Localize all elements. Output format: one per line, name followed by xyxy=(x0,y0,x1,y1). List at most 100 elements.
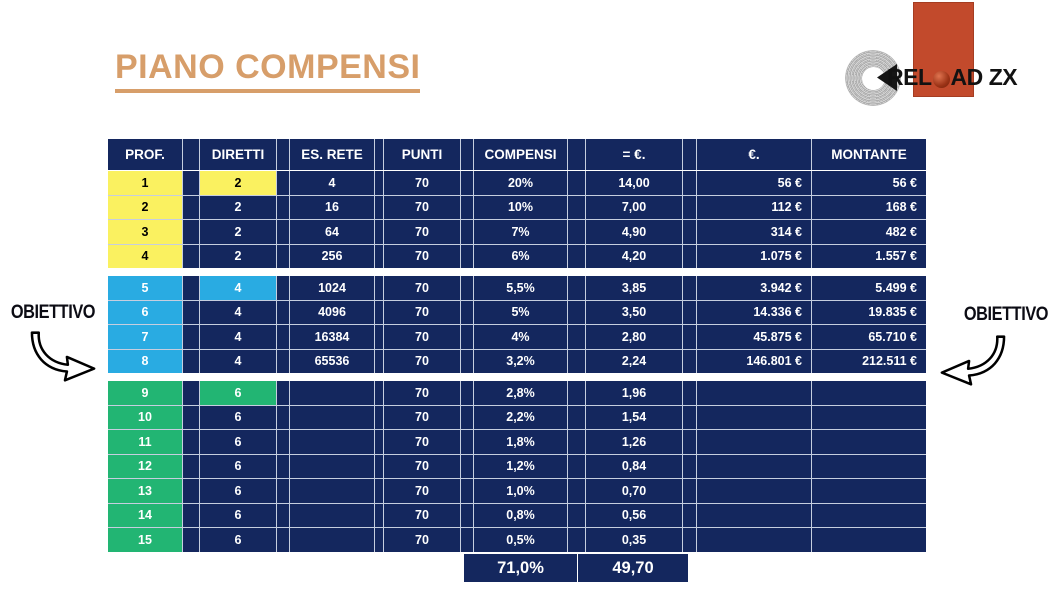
cell-prof: 14 xyxy=(108,503,182,527)
cell-euro xyxy=(697,405,811,429)
spacer-cell xyxy=(375,430,383,454)
cell-compensi: 7% xyxy=(474,220,567,244)
cell-euro xyxy=(697,528,811,552)
spacer-cell xyxy=(568,405,585,429)
cell-euro: 3.942 € xyxy=(697,276,811,300)
spacer-cell xyxy=(183,503,199,527)
cell-prof: 7 xyxy=(108,325,182,349)
spacer-cell xyxy=(375,381,383,405)
spacer-cell xyxy=(568,349,585,373)
spacer-cell xyxy=(183,528,199,552)
logo-wordmark: REL AD ZX xyxy=(887,63,1018,92)
total-eq-euro: 49,70 xyxy=(578,554,688,582)
spacer-cell xyxy=(277,349,289,373)
cell-diretti: 4 xyxy=(200,349,276,373)
cell-diretti: 6 xyxy=(200,479,276,503)
cell-euro: 112 € xyxy=(697,195,811,219)
spacer-cell xyxy=(461,503,473,527)
cell-compensi: 0,8% xyxy=(474,503,567,527)
spacer-cell xyxy=(183,300,199,324)
spacer-cell xyxy=(461,139,473,170)
obiettivo-label-left: OBIETTIVO xyxy=(10,302,96,323)
cell-diretti: 2 xyxy=(200,171,276,195)
spacer-cell xyxy=(461,430,473,454)
cell-prof: 3 xyxy=(108,220,182,244)
cell-prof: 11 xyxy=(108,430,182,454)
spacer-cell xyxy=(183,244,199,268)
cell-prof: 8 xyxy=(108,349,182,373)
cell-eq-euro: 3,50 xyxy=(586,300,682,324)
cell-es-rete: 4 xyxy=(290,171,374,195)
cell-euro xyxy=(697,503,811,527)
header-compensi: COMPENSI xyxy=(474,139,567,170)
cell-euro: 314 € xyxy=(697,220,811,244)
cell-punti: 70 xyxy=(384,479,460,503)
spacer-cell xyxy=(277,139,289,170)
cell-montante xyxy=(812,454,926,478)
cell-punti: 70 xyxy=(384,528,460,552)
spacer-cell xyxy=(277,430,289,454)
cell-compensi: 5,5% xyxy=(474,276,567,300)
spacer-cell xyxy=(375,220,383,244)
spacer-cell xyxy=(375,349,383,373)
cell-es-rete xyxy=(290,528,374,552)
cell-compensi: 5% xyxy=(474,300,567,324)
spacer-cell xyxy=(461,325,473,349)
spacer-cell xyxy=(461,195,473,219)
cell-es-rete xyxy=(290,430,374,454)
spacer-cell xyxy=(277,479,289,503)
cell-compensi: 1,8% xyxy=(474,430,567,454)
spacer-cell xyxy=(183,381,199,405)
cell-euro xyxy=(697,430,811,454)
logo-ring-hole xyxy=(861,66,885,90)
cell-diretti: 6 xyxy=(200,454,276,478)
spacer-cell xyxy=(683,479,696,503)
spacer-cell xyxy=(461,276,473,300)
cell-montante: 56 € xyxy=(812,171,926,195)
spacer-cell xyxy=(568,220,585,244)
spacer-cell xyxy=(375,479,383,503)
cell-punti: 70 xyxy=(384,220,460,244)
cell-prof: 2 xyxy=(108,195,182,219)
spacer-cell xyxy=(375,139,383,170)
spacer-cell xyxy=(277,276,289,300)
curved-arrow-right-icon xyxy=(30,331,96,382)
spacer-cell xyxy=(277,300,289,324)
spacer-cell xyxy=(461,349,473,373)
spacer-cell xyxy=(277,325,289,349)
cell-eq-euro: 0,56 xyxy=(586,503,682,527)
header-es-rete: ES. RETE xyxy=(290,139,374,170)
cell-eq-euro: 0,84 xyxy=(586,454,682,478)
spacer-cell xyxy=(183,325,199,349)
cell-montante: 212.511 € xyxy=(812,349,926,373)
spacer-cell xyxy=(568,300,585,324)
spacer-cell xyxy=(375,244,383,268)
cell-diretti: 4 xyxy=(200,300,276,324)
spacer-cell xyxy=(568,528,585,552)
cell-es-rete xyxy=(290,381,374,405)
spacer-cell xyxy=(568,171,585,195)
header-euro: €. xyxy=(697,139,811,170)
spacer-cell xyxy=(183,139,199,170)
table-header-row: PROF. DIRETTI ES. RETE PUNTI COMPENSI = … xyxy=(108,139,926,170)
spacer-cell xyxy=(375,503,383,527)
spacer-cell xyxy=(461,381,473,405)
spacer-cell xyxy=(568,139,585,170)
header-eq-euro: = €. xyxy=(586,139,682,170)
spacer-cell xyxy=(375,325,383,349)
spacer-cell xyxy=(683,300,696,324)
cell-punti: 70 xyxy=(384,300,460,324)
table-section-levels-1-4: 1 2 4 70 20% 14,00 56 €56 €2 2 16 70 10% 7,00 112 €1… xyxy=(108,171,926,268)
cell-diretti: 6 xyxy=(200,503,276,527)
cell-punti: 70 xyxy=(384,503,460,527)
cell-es-rete: 16 xyxy=(290,195,374,219)
cell-euro xyxy=(697,381,811,405)
cell-euro xyxy=(697,454,811,478)
cell-punti: 70 xyxy=(384,195,460,219)
table-section-levels-9-15: 9 6 70 2,8% 1,96 10 6 70 2,2% 1,54 11 6 70 1,8% 1,26 12… xyxy=(108,381,926,552)
cell-es-rete: 16384 xyxy=(290,325,374,349)
cell-es-rete xyxy=(290,503,374,527)
logo-text-ad: AD xyxy=(950,64,984,90)
spacer-cell xyxy=(183,454,199,478)
spacer-cell xyxy=(375,454,383,478)
